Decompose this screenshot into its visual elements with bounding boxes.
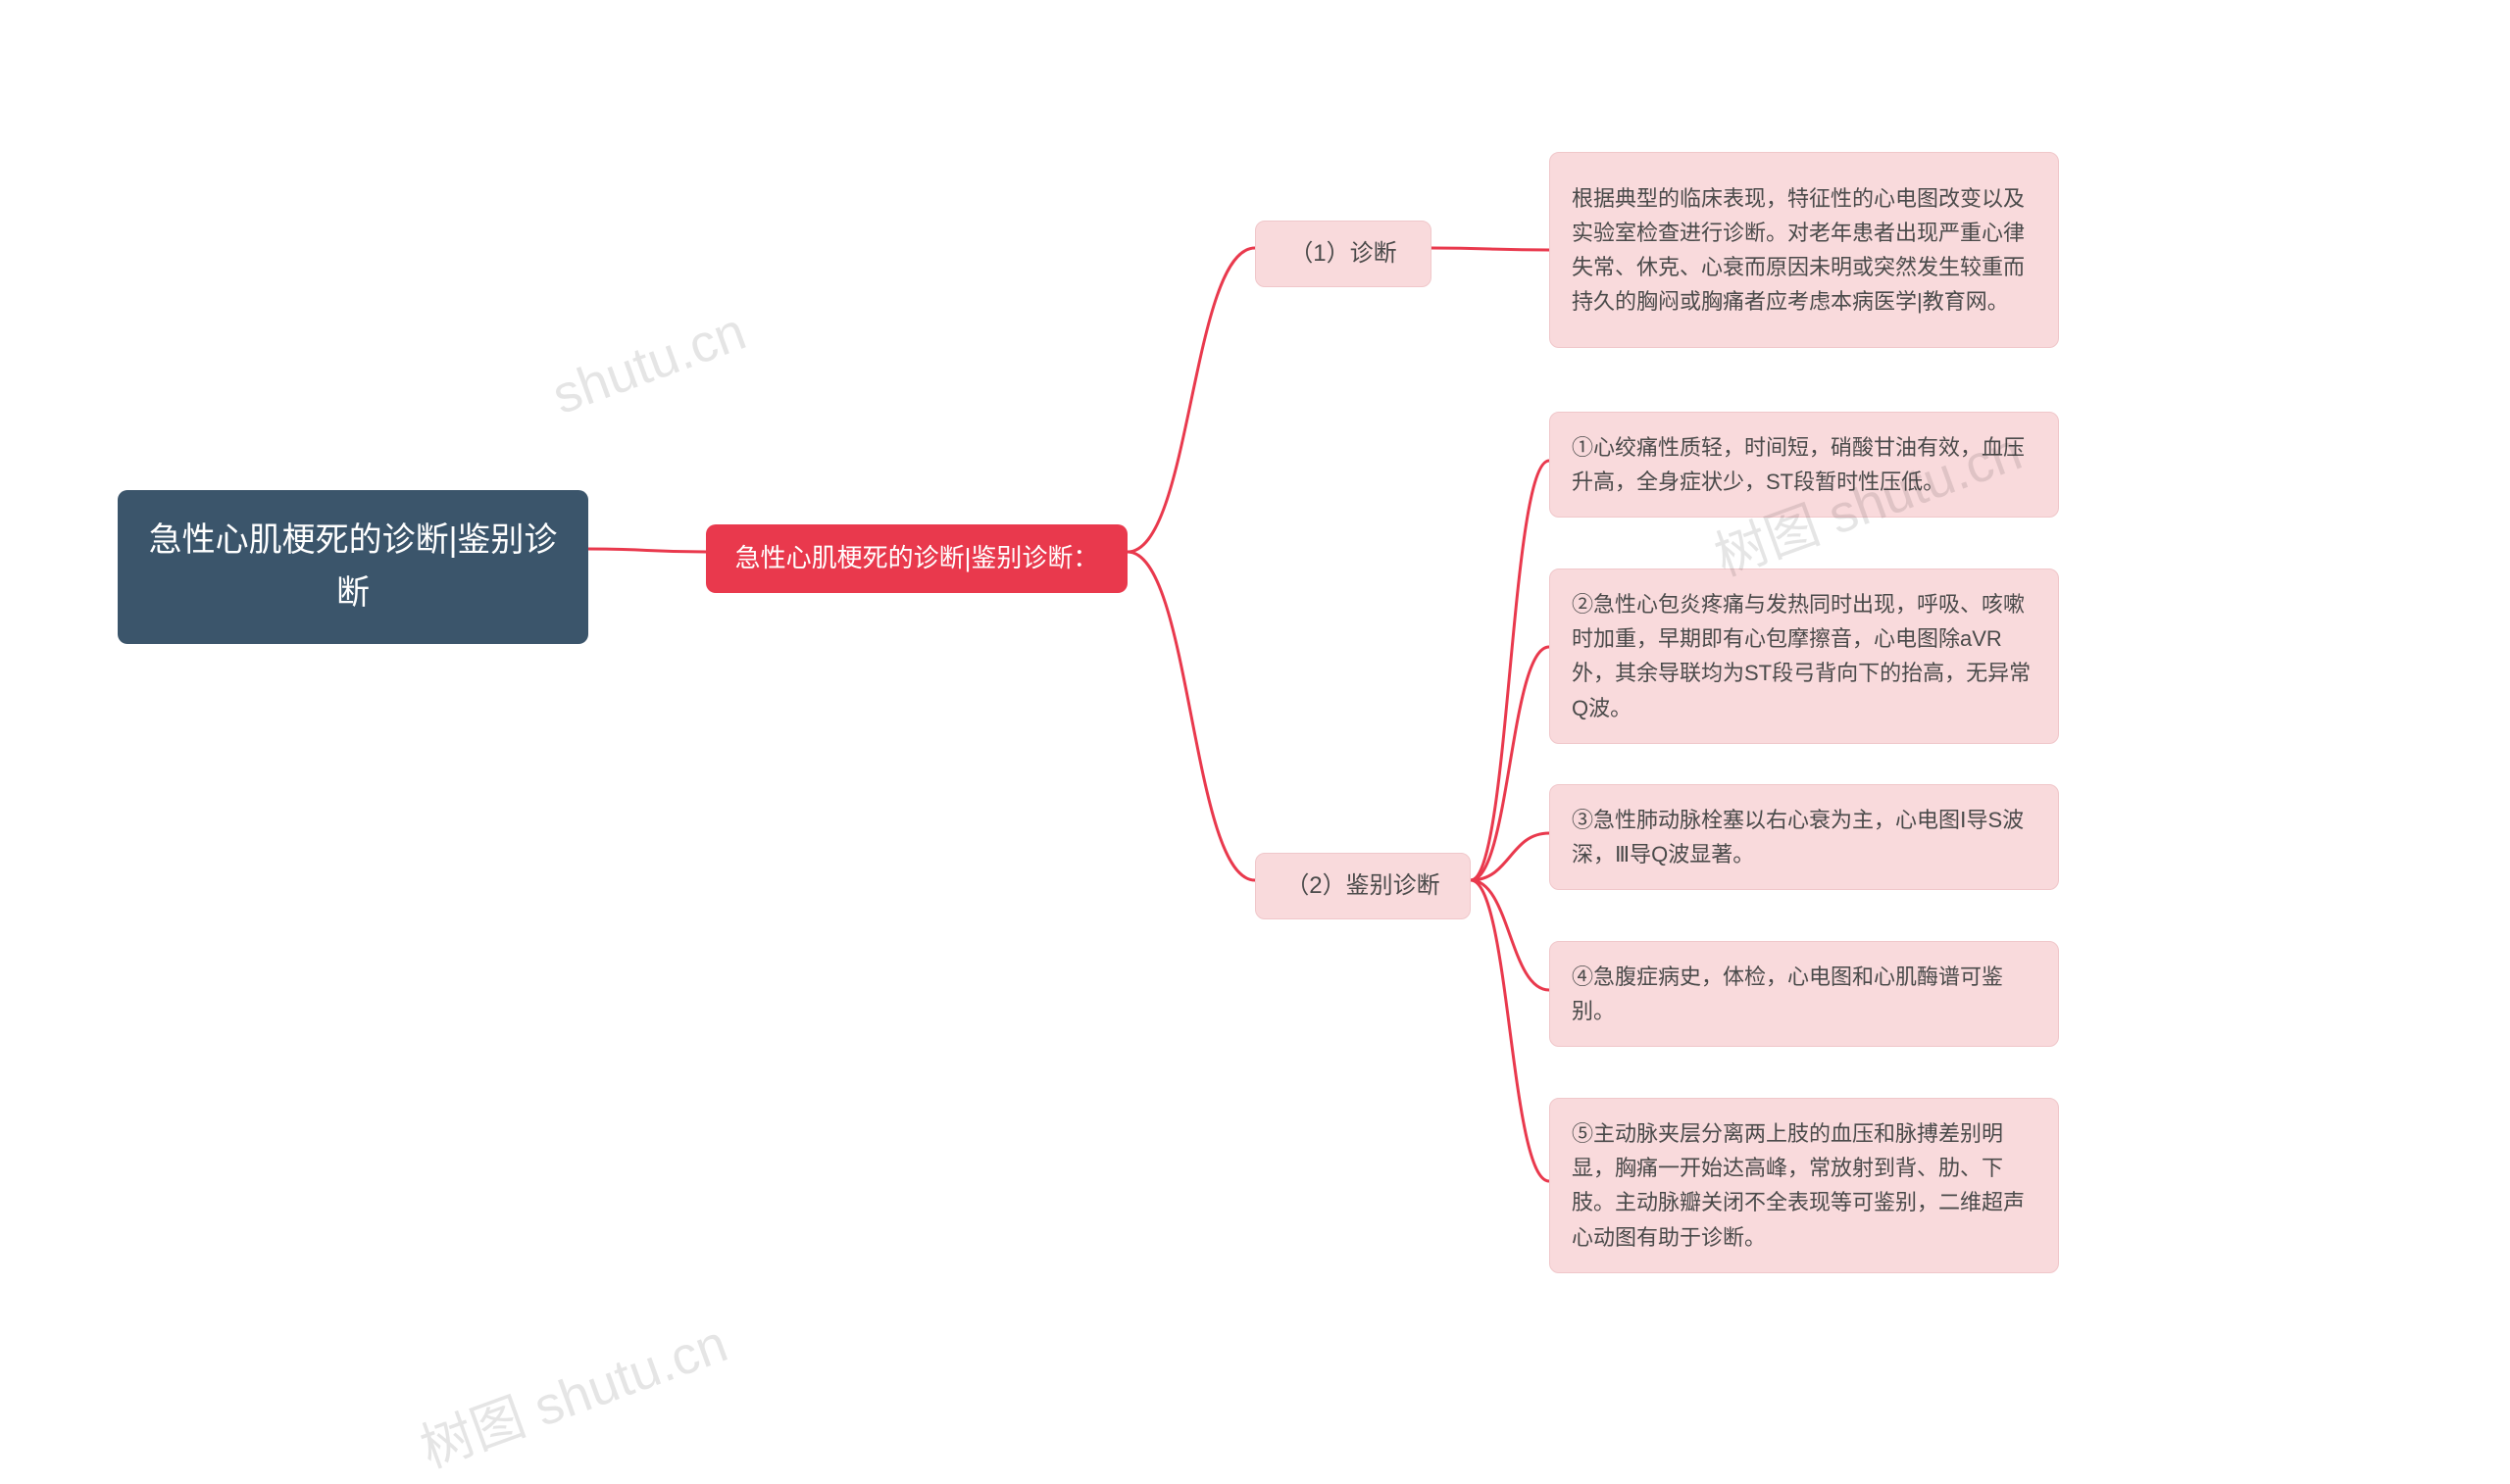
mindmap-level1[interactable]: 急性心肌梗死的诊断|鉴别诊断：	[706, 524, 1128, 593]
leaf-text: 根据典型的临床表现，特征性的心电图改变以及实验室检查进行诊断。对老年患者出现严重…	[1572, 181, 2036, 320]
leaf-text: ④急腹症病史，体检，心电图和心肌酶谱可鉴别。	[1572, 960, 2036, 1028]
leaf-node[interactable]: ①心绞痛性质轻，时间短，硝酸甘油有效，血压升高，全身症状少，ST段暂时性压低。	[1549, 412, 2059, 518]
leaf-node[interactable]: ④急腹症病史，体检，心电图和心肌酶谱可鉴别。	[1549, 941, 2059, 1047]
branch-node-differential[interactable]: （2）鉴别诊断	[1255, 853, 1471, 919]
leaf-node[interactable]: ⑤主动脉夹层分离两上肢的血压和脉搏差别明显，胸痛一开始达高峰，常放射到背、肋、下…	[1549, 1098, 2059, 1273]
leaf-node[interactable]: ③急性肺动脉栓塞以右心衰为主，心电图Ⅰ导S波深，Ⅲ导Q波显著。	[1549, 784, 2059, 890]
leaf-text: ③急性肺动脉栓塞以右心衰为主，心电图Ⅰ导S波深，Ⅲ导Q波显著。	[1572, 803, 2036, 871]
leaf-node[interactable]: 根据典型的临床表现，特征性的心电图改变以及实验室检查进行诊断。对老年患者出现严重…	[1549, 152, 2059, 348]
leaf-text: ⑤主动脉夹层分离两上肢的血压和脉搏差别明显，胸痛一开始达高峰，常放射到背、肋、下…	[1572, 1116, 2036, 1255]
leaf-text: ①心绞痛性质轻，时间短，硝酸甘油有效，血压升高，全身症状少，ST段暂时性压低。	[1572, 430, 2036, 499]
connectors-layer	[0, 0, 2510, 1484]
watermark: 树图 shutu.cn	[408, 1300, 735, 1482]
root-label: 急性心肌梗死的诊断|鉴别诊断	[137, 514, 569, 620]
watermark: shutu.cn	[545, 301, 754, 426]
level1-label: 急性心肌梗死的诊断|鉴别诊断：	[735, 538, 1099, 579]
leaf-node[interactable]: ②急性心包炎疼痛与发热同时出现，呼吸、咳嗽时加重，早期即有心包摩擦音，心电图除a…	[1549, 569, 2059, 744]
branch-node-diagnosis[interactable]: （1）诊断	[1255, 221, 1431, 287]
leaf-text: ②急性心包炎疼痛与发热同时出现，呼吸、咳嗽时加重，早期即有心包摩擦音，心电图除a…	[1572, 587, 2036, 725]
branch-label: （1）诊断	[1289, 235, 1396, 272]
branch-label: （2）鉴别诊断	[1285, 867, 1439, 905]
mindmap-root[interactable]: 急性心肌梗死的诊断|鉴别诊断	[118, 490, 588, 644]
